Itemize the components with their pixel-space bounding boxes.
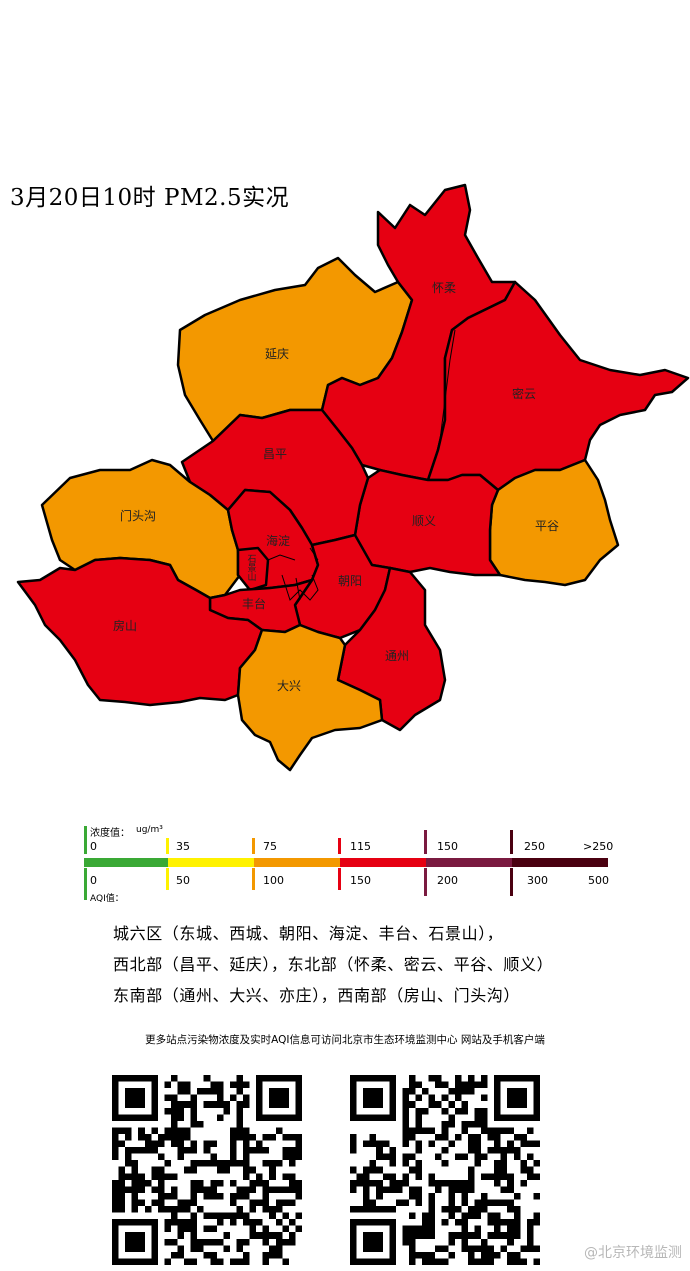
- area-note: 西北部（昌平、延庆），东北部（怀柔、密云、平谷、顺义）: [113, 955, 554, 974]
- more-info-text: 更多站点污染物浓度及实时AQI信息可访问北京市生态环境监测中心 网站及手机客户端: [145, 1034, 545, 1046]
- legend-bar-orange: [254, 858, 340, 867]
- website-qr-code[interactable]: [112, 1075, 302, 1265]
- legend-tick: [424, 830, 427, 854]
- legend-bar-red: [340, 858, 426, 867]
- core-district-boundaries: [267, 329, 456, 601]
- weibo-watermark: @北京环境监测: [584, 1245, 682, 1261]
- district-label: 怀柔: [432, 281, 456, 295]
- conc-value-0: 0: [90, 840, 97, 853]
- district-label-shijingshan: 石景山: [247, 555, 256, 583]
- aqi-value-0: 0: [90, 874, 97, 887]
- legend-tick: [510, 868, 513, 896]
- conc-value-2: 75: [263, 840, 277, 853]
- district-label: 通州: [385, 649, 409, 663]
- aqi-value-2: 100: [263, 874, 284, 887]
- district-label: 大兴: [277, 679, 301, 693]
- legend-tick: [252, 838, 255, 854]
- region-grouping-notes: 城六区（东城、西城、朝阳、海淀、丰台、石景山）， 西北部（昌平、延庆），东北部（…: [113, 918, 553, 1011]
- legend-tick: [338, 838, 341, 854]
- legend-aqi-marker: [84, 868, 87, 900]
- aqi-value-1: 50: [176, 874, 190, 887]
- conc-value-1: 35: [176, 840, 190, 853]
- map-title: 3月20日10时 PM2.5实况: [10, 185, 290, 211]
- conc-value-5: 250: [524, 840, 545, 853]
- district-label: 延庆: [265, 347, 289, 361]
- legend-tick: [510, 830, 513, 854]
- legend-tick: [424, 868, 427, 896]
- legend-aqi-label: AQI值：: [90, 894, 124, 904]
- area-note: 东南部（通州、大兴、亦庄），西南部（房山、门头沟）: [113, 986, 521, 1005]
- legend-bar-green: [84, 858, 168, 867]
- aqi-value-6: 500: [588, 874, 609, 887]
- district-label: 昌平: [263, 447, 287, 461]
- legend-bar-maroon: [512, 858, 608, 867]
- area-note: 城六区（东城、西城、朝阳、海淀、丰台、石景山），: [113, 924, 504, 943]
- conc-value-4: 150: [437, 840, 458, 853]
- legend-tick: [252, 868, 255, 890]
- legend-tick: [338, 868, 341, 890]
- district-shijingshan[interactable]: [236, 546, 270, 592]
- district-daxing[interactable]: [236, 623, 384, 772]
- district-label: 朝阳: [338, 574, 362, 588]
- aqi-value-4: 200: [437, 874, 458, 887]
- legend-conc-marker: [84, 826, 87, 854]
- district-label: 海淀: [266, 533, 290, 548]
- district-label: 顺义: [412, 514, 436, 528]
- aqi-value-5: 300: [527, 874, 548, 887]
- district-label: 平谷: [535, 519, 559, 533]
- legend-bar-purple: [426, 858, 512, 867]
- district-label: 房山: [113, 618, 137, 633]
- district-label: 门头沟: [120, 508, 156, 523]
- legend-tick: [166, 838, 169, 854]
- conc-value-3: 115: [350, 840, 371, 853]
- district-label: 密云: [512, 386, 536, 401]
- aqi-value-3: 150: [350, 874, 371, 887]
- legend-conc-unit: ug/m³: [136, 825, 163, 835]
- conc-value-6: >250: [583, 840, 614, 853]
- beijing-district-map: 怀柔延庆密云昌平门头沟 顺义 平谷海淀石景山朝阳丰台房山通州大兴: [16, 183, 690, 772]
- legend-bar-yellow: [168, 858, 254, 867]
- legend-conc-label: 浓度值：: [90, 828, 130, 839]
- district-label: 丰台: [242, 596, 266, 611]
- legend-tick: [166, 868, 169, 890]
- app-qr-code[interactable]: [350, 1075, 540, 1265]
